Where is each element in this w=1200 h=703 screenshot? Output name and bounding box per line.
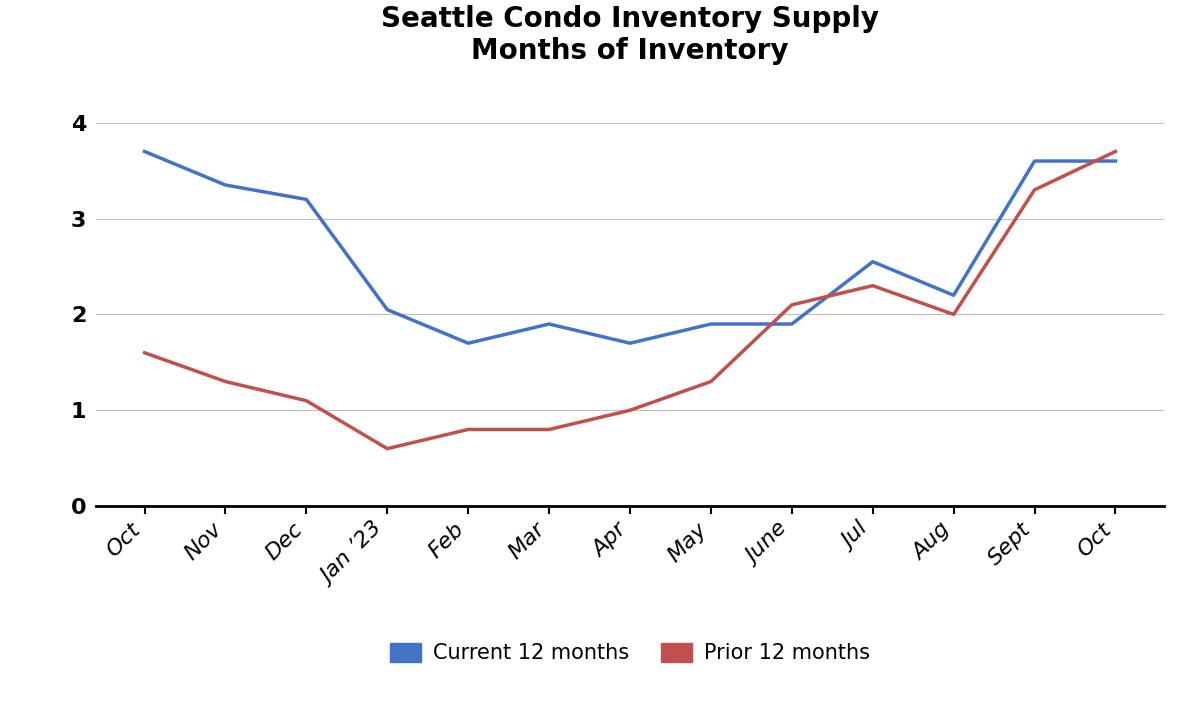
Prior 12 months — [1027, 186, 1042, 194]
Prior 12 months — [542, 425, 557, 434]
Current 12 months — [1027, 157, 1042, 165]
Prior 12 months — [947, 310, 961, 318]
Current 12 months — [623, 339, 637, 347]
Current 12 months — [380, 305, 395, 314]
Prior 12 months — [137, 349, 151, 357]
Line: Current 12 months: Current 12 months — [144, 151, 1116, 343]
Prior 12 months — [1109, 147, 1123, 155]
Current 12 months — [137, 147, 151, 155]
Current 12 months — [947, 291, 961, 299]
Line: Prior 12 months: Prior 12 months — [144, 151, 1116, 449]
Prior 12 months — [703, 378, 718, 386]
Prior 12 months — [461, 425, 475, 434]
Prior 12 months — [299, 396, 313, 405]
Current 12 months — [865, 257, 880, 266]
Current 12 months — [218, 181, 233, 189]
Title: Seattle Condo Inventory Supply
Months of Inventory: Seattle Condo Inventory Supply Months of… — [382, 5, 878, 65]
Current 12 months — [299, 195, 313, 204]
Prior 12 months — [623, 406, 637, 415]
Current 12 months — [1109, 157, 1123, 165]
Prior 12 months — [865, 281, 880, 290]
Legend: Current 12 months, Prior 12 months: Current 12 months, Prior 12 months — [382, 635, 878, 672]
Prior 12 months — [380, 444, 395, 453]
Current 12 months — [461, 339, 475, 347]
Prior 12 months — [218, 378, 233, 386]
Current 12 months — [785, 320, 799, 328]
Current 12 months — [542, 320, 557, 328]
Prior 12 months — [785, 301, 799, 309]
Current 12 months — [703, 320, 718, 328]
